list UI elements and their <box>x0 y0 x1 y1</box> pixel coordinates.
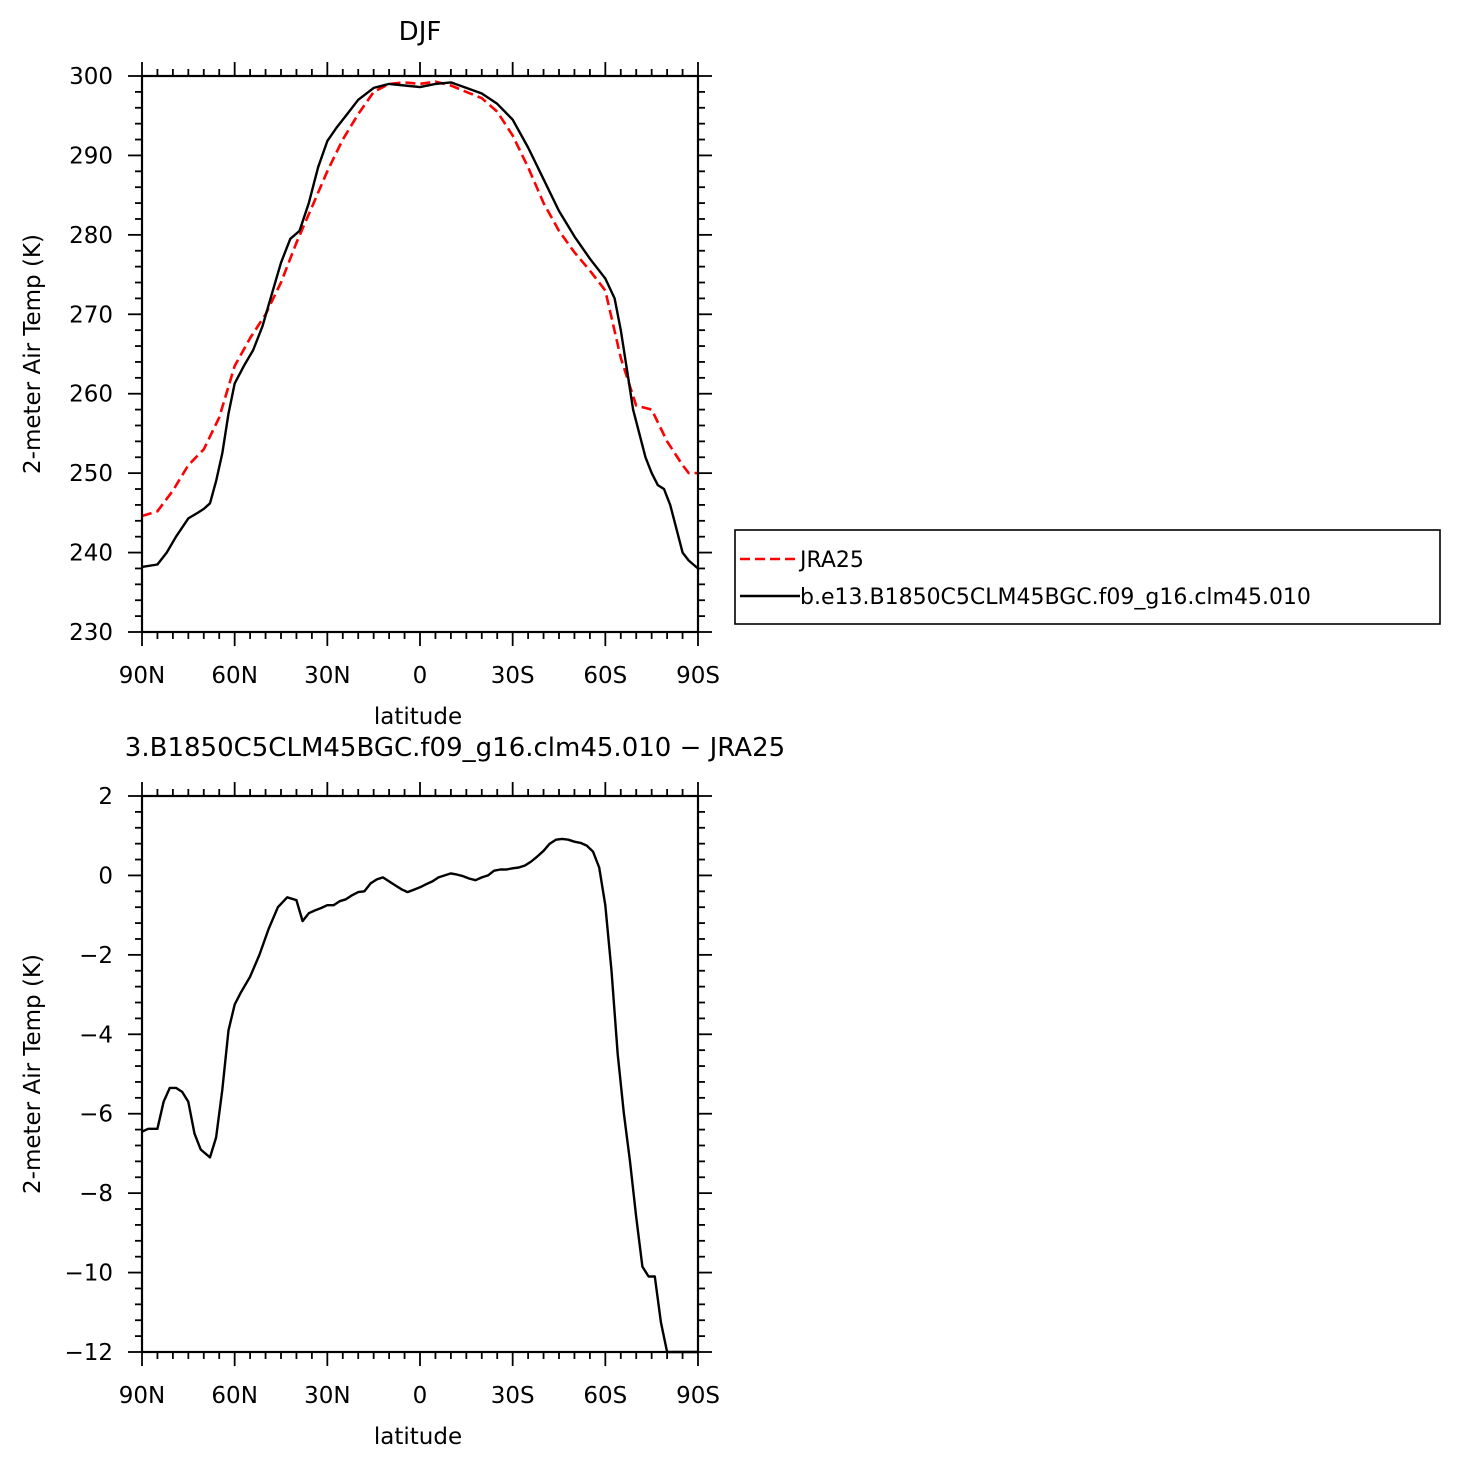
y-axis-title: 2-meter Air Temp (K) <box>20 234 46 474</box>
x-axis-title: latitude <box>374 1424 462 1450</box>
y-tick-label: −8 <box>79 1181 113 1207</box>
legend-label-0: JRA25 <box>798 548 864 573</box>
x-tick-label: 90S <box>676 663 720 689</box>
legend-label-1: b.e13.B1850C5CLM45BGC.f09_g16.clm45.010 <box>800 585 1311 610</box>
series-line-0 <box>141 80 698 518</box>
x-tick-label: 60N <box>211 663 257 689</box>
y-tick-label: 0 <box>98 863 113 889</box>
x-tick-label: 30S <box>491 663 535 689</box>
y-tick-label: 270 <box>69 302 113 328</box>
y-tick-label: 250 <box>69 461 113 487</box>
y-tick-label: −12 <box>64 1340 113 1366</box>
chart-title: 3.B1850C5CLM45BGC.f09_g16.clm45.010 − JR… <box>125 733 785 763</box>
legend: JRA25 b.e13.B1850C5CLM45BGC.f09_g16.clm45… <box>734 529 1441 625</box>
x-tick-label: 0 <box>413 663 428 689</box>
series-line-1 <box>141 81 699 570</box>
y-tick-label: 260 <box>69 382 113 408</box>
y-tick-label: 240 <box>69 541 113 567</box>
series-line-0 <box>141 837 698 1354</box>
y-tick-label: −2 <box>79 943 113 969</box>
y-tick-label: 300 <box>69 64 113 90</box>
legend-box <box>734 529 1441 625</box>
x-tick-label: 60S <box>583 663 627 689</box>
y-tick-label: 280 <box>69 223 113 249</box>
x-tick-label: 30S <box>491 1383 535 1409</box>
x-tick-label: 0 <box>413 1383 428 1409</box>
plot-frame <box>140 794 700 1354</box>
x-tick-label: 90S <box>676 1383 720 1409</box>
y-tick-label: −4 <box>79 1022 113 1048</box>
y-axis-title: 2-meter Air Temp (K) <box>20 954 46 1194</box>
chart-title: DJF <box>399 17 442 47</box>
y-tick-label: 2 <box>98 784 113 810</box>
x-tick-label: 60S <box>583 1383 627 1409</box>
x-tick-label: 90N <box>119 1383 165 1409</box>
bottom-panel-difference: 3.B1850C5CLM45BGC.f09_g16.clm45.010 − JR… <box>20 733 785 1450</box>
y-tick-label: −10 <box>64 1261 113 1287</box>
x-tick-label: 90N <box>119 663 165 689</box>
top-panel-djf-temperature: DJF 90N 60N 30N 0 30S 60S 90S 230 240 250 260 270 280… <box>20 17 720 730</box>
x-tick-label: 30N <box>304 663 350 689</box>
x-axis-title: latitude <box>374 704 462 730</box>
y-tick-label: 230 <box>69 620 113 646</box>
plot-frame <box>140 74 700 634</box>
x-tick-label: 60N <box>211 1383 257 1409</box>
x-tick-label: 30N <box>304 1383 350 1409</box>
y-tick-label: 290 <box>69 143 113 169</box>
y-tick-label: −6 <box>79 1102 113 1128</box>
